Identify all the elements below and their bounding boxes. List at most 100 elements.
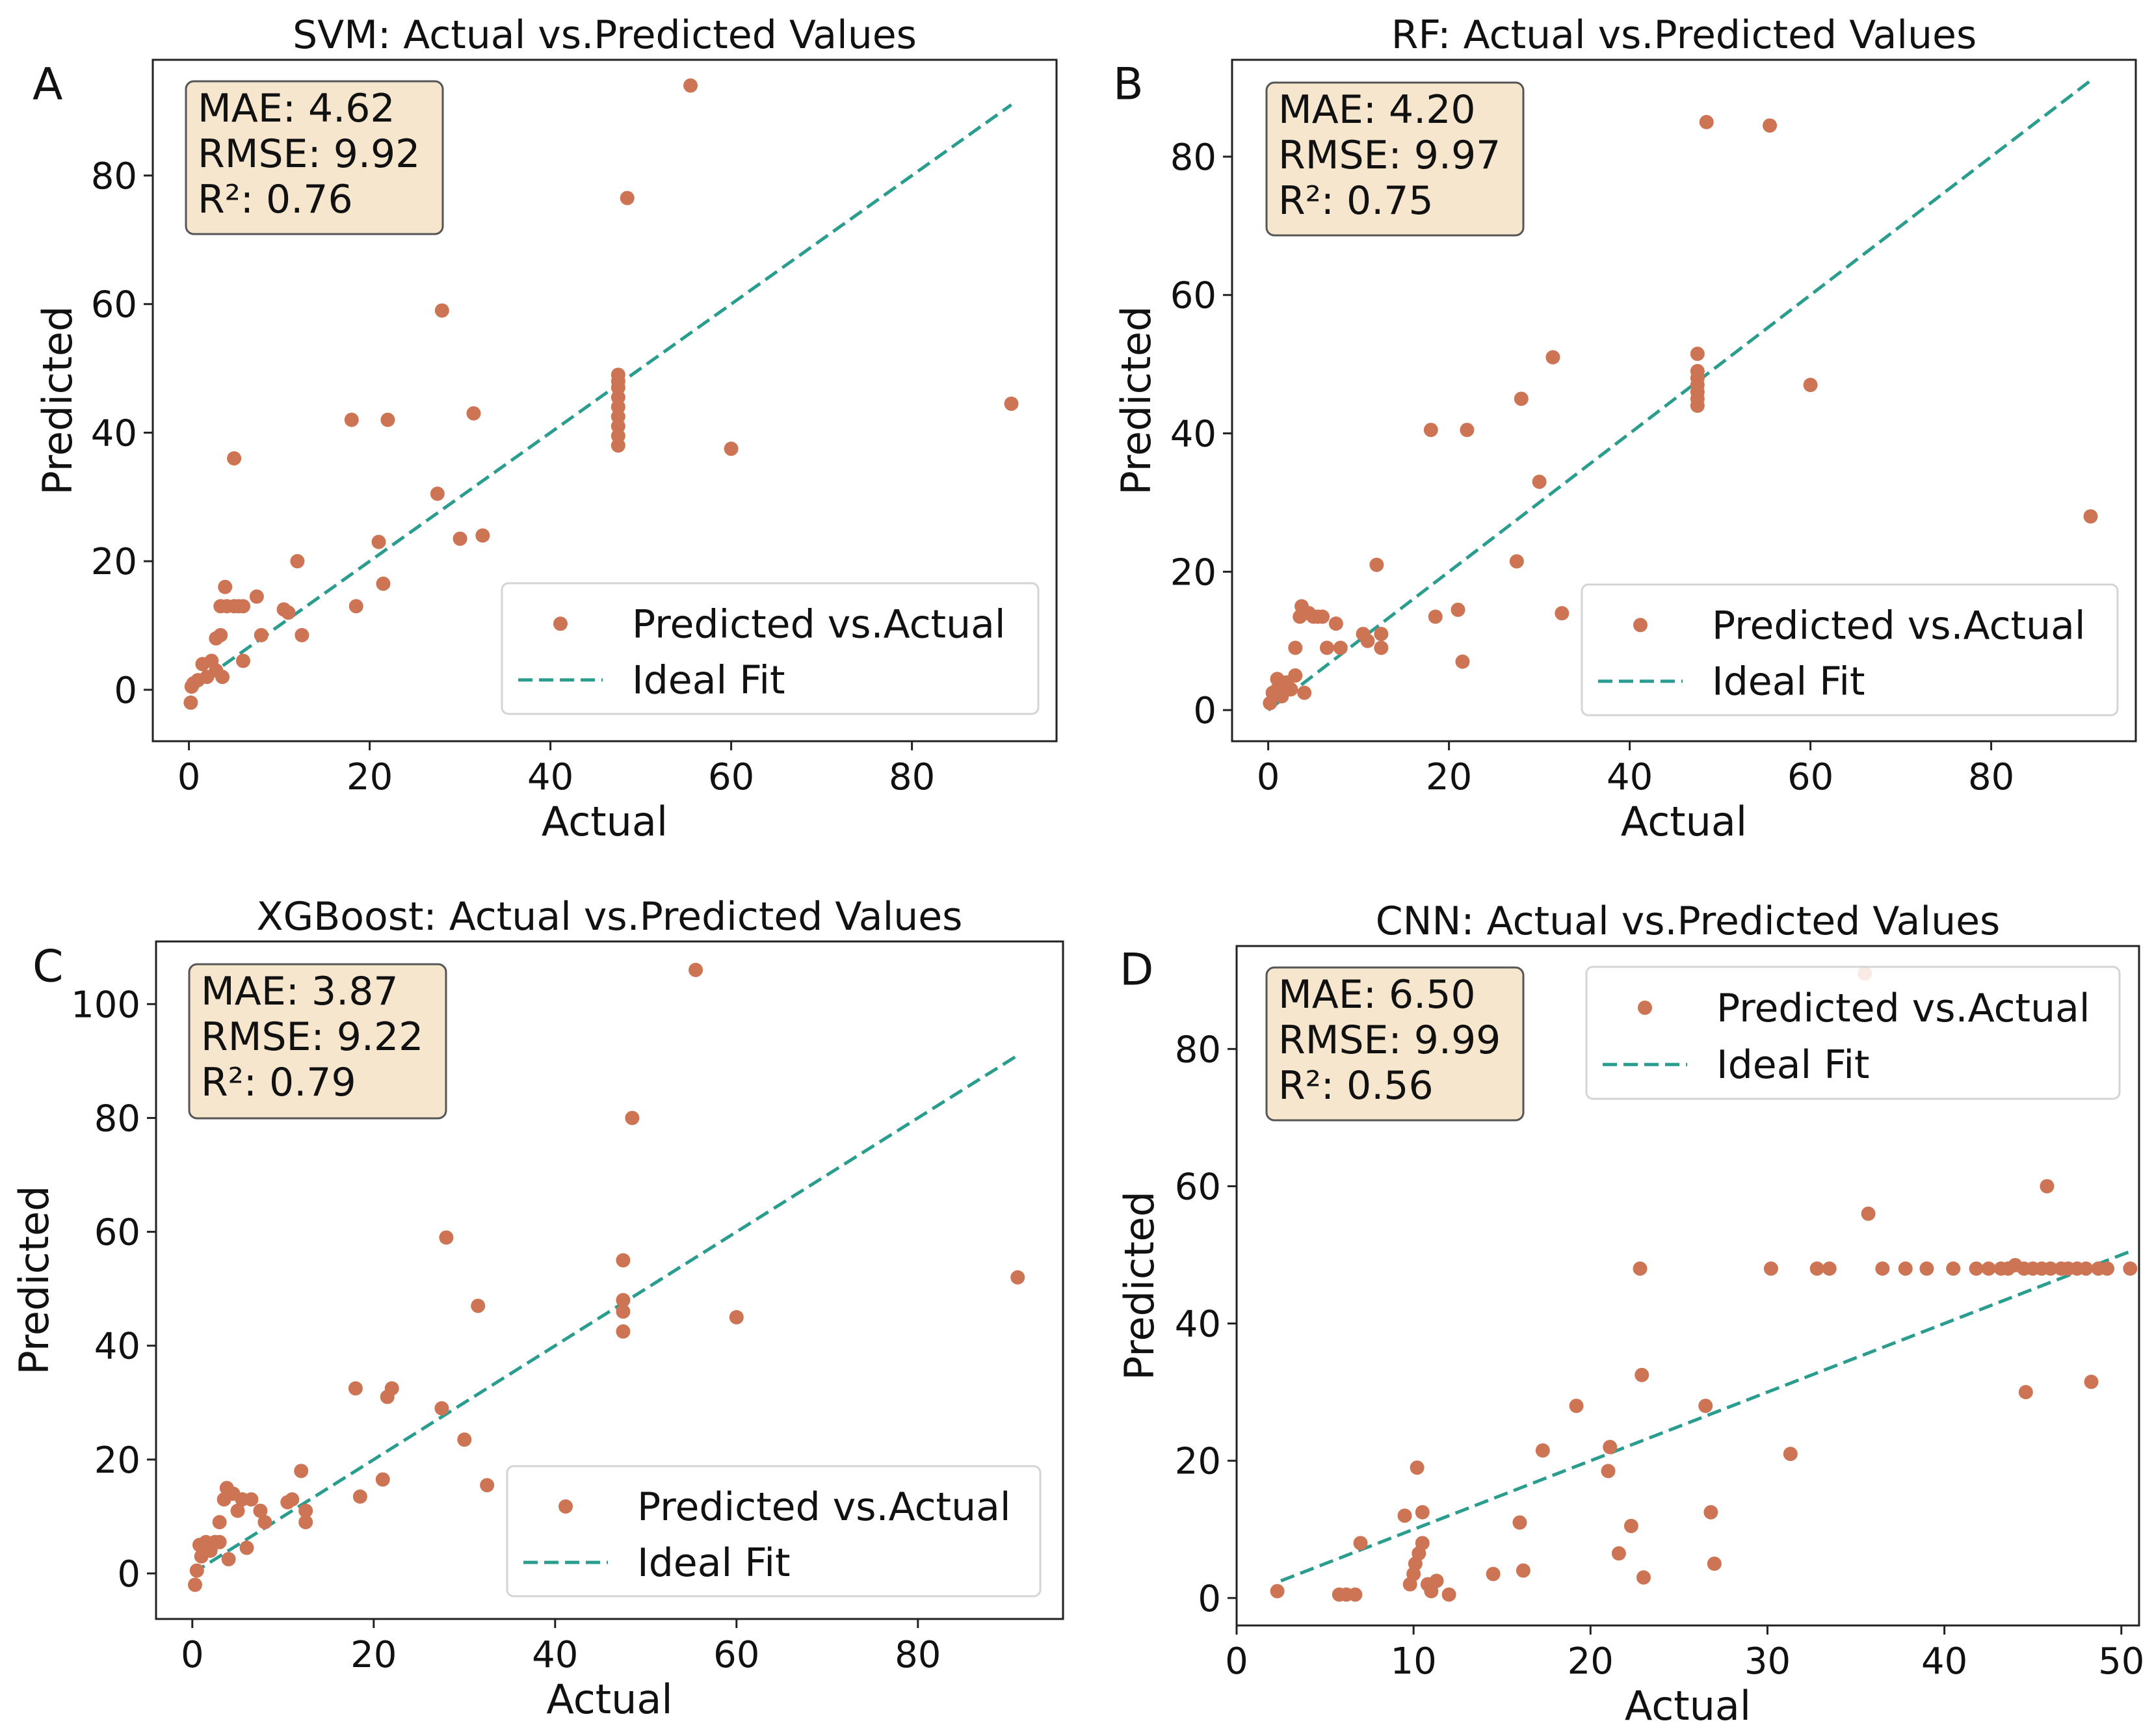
ideal-fit-line (1280, 1250, 2131, 1583)
y-tick-label: 80 (94, 1098, 140, 1140)
metric-r2: R²: 0.79 (201, 1060, 356, 1105)
x-tick-label: 0 (1257, 756, 1280, 798)
data-point (434, 303, 449, 318)
data-point (1288, 668, 1303, 683)
data-point (1270, 1584, 1285, 1599)
data-point (2083, 509, 2098, 524)
data-point (2123, 1261, 2138, 1276)
data-point (285, 1492, 300, 1507)
legend (501, 582, 1040, 715)
metrics-box (188, 963, 447, 1120)
panel-letter: A (33, 59, 63, 111)
data-point (1315, 609, 1330, 624)
data-point (1297, 685, 1312, 700)
data-point (1809, 1261, 1824, 1276)
data-point (616, 1293, 631, 1308)
data-point (1861, 1206, 1876, 1221)
data-point (254, 627, 269, 642)
data-point (1514, 391, 1529, 406)
data-point (1699, 114, 1714, 129)
data-point (1374, 640, 1389, 655)
metrics-box (1265, 966, 1525, 1122)
data-point (683, 78, 698, 93)
metric-mae: MAE: 4.20 (1278, 87, 1476, 133)
data-point (1423, 423, 1438, 438)
y-tick-label: 0 (117, 1553, 140, 1596)
legend (1581, 583, 2119, 717)
panel-c: C XGBoost: Actual vs.Predicted Values 0 20 4… (10, 894, 1064, 1723)
data-point (344, 412, 359, 427)
data-point (249, 589, 264, 604)
data-point (298, 1503, 313, 1518)
data-point (1441, 1587, 1456, 1602)
metric-rmse: RMSE: 9.97 (1278, 133, 1501, 178)
data-point (1803, 378, 1818, 393)
data-point (376, 576, 391, 591)
ideal-fit-line (188, 103, 1012, 691)
data-point (294, 1464, 309, 1479)
data-point (352, 1489, 367, 1504)
data-point (1512, 1515, 1527, 1530)
data-point (1532, 475, 1547, 490)
data-point (1360, 633, 1375, 648)
x-tick-label: 40 (1921, 1640, 1967, 1683)
y-tick-label: 80 (1175, 1029, 1221, 1071)
y-axis-label: Predicted (10, 1185, 58, 1374)
data-point (212, 1515, 227, 1530)
data-point (1569, 1399, 1584, 1414)
x-tick-label: 40 (532, 1634, 578, 1676)
y-tick-label: 60 (94, 1212, 140, 1254)
data-point (1428, 609, 1443, 624)
legend (1585, 966, 2121, 1100)
data-point (2079, 1261, 2094, 1276)
x-tick-label: 0 (181, 1634, 204, 1676)
plot-frame (1231, 59, 2137, 743)
data-point (1348, 1587, 1363, 1602)
data-point (348, 599, 363, 614)
data-point (1698, 1399, 1713, 1414)
chart-title: RF: Actual vs.Predicted Values (1391, 12, 1977, 58)
data-point (1611, 1546, 1626, 1561)
data-point (1981, 1261, 1996, 1276)
legend-line-label: Ideal Fit (1716, 1042, 1870, 1088)
data-point (471, 1298, 486, 1313)
y-tick-label: 80 (1170, 137, 1216, 179)
ideal-fit-line (1267, 79, 2092, 712)
y-axis-label: Predicted (1112, 306, 1160, 495)
data-point (2018, 1385, 2033, 1400)
data-point (2040, 1179, 2055, 1194)
data-point (375, 1472, 390, 1487)
chart-title: XGBoost: Actual vs.Predicted Values (257, 894, 963, 940)
y-tick-label: 40 (1170, 414, 1216, 456)
data-point (729, 1309, 744, 1324)
y-tick-label: 60 (1170, 275, 1216, 317)
data-point (1451, 602, 1465, 617)
data-point (1635, 1367, 1649, 1382)
metric-rmse: RMSE: 9.99 (1278, 1018, 1501, 1063)
x-tick-label: 60 (1787, 756, 1833, 798)
data-point (430, 486, 445, 501)
data-point (236, 599, 250, 614)
data-point (1633, 1261, 1648, 1276)
data-point (1455, 654, 1470, 669)
data-point (187, 1577, 202, 1592)
y-tick-label: 20 (91, 541, 137, 583)
y-tick-label: 20 (1170, 551, 1216, 594)
data-point (189, 1563, 204, 1578)
data-point (183, 695, 198, 710)
x-axis-label: Actual (546, 1676, 672, 1723)
data-point (221, 1552, 236, 1567)
x-tick-label: 60 (708, 756, 754, 798)
metrics-box (1265, 81, 1525, 237)
legend-points-label: Predicted vs.Actual (637, 1484, 1011, 1530)
metric-r2: R²: 0.76 (198, 177, 353, 222)
y-tick-label: 60 (1175, 1166, 1221, 1208)
legend (506, 1465, 1042, 1598)
data-point (348, 1381, 363, 1396)
x-tick-label: 20 (347, 756, 393, 798)
data-point (1410, 1460, 1425, 1475)
y-tick-label: 0 (1193, 690, 1216, 732)
legend-points-label: Predicted vs.Actual (1712, 603, 2086, 648)
data-point (253, 1503, 268, 1518)
metric-rmse: RMSE: 9.22 (201, 1014, 423, 1060)
